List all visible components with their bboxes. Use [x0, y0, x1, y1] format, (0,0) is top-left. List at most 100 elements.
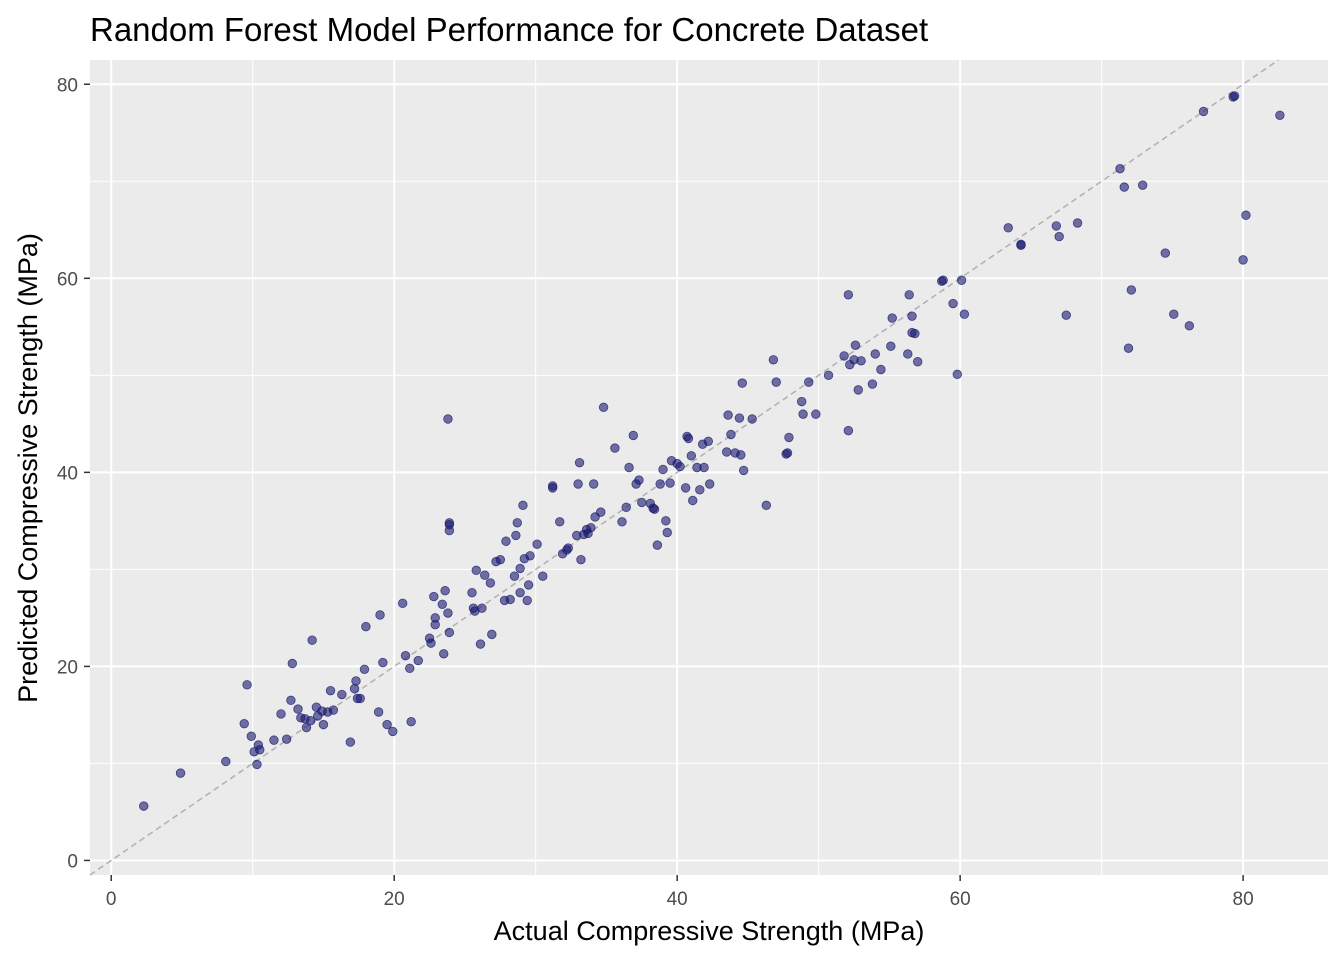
data-point — [680, 483, 691, 493]
data-point — [532, 539, 542, 549]
data-point — [1115, 163, 1125, 174]
y-tick-label: 60 — [57, 269, 78, 290]
data-point — [1198, 106, 1209, 117]
data-point — [239, 718, 249, 729]
data-point — [1275, 110, 1285, 121]
data-point — [588, 479, 599, 489]
data-point — [307, 635, 317, 645]
data-point — [637, 497, 647, 508]
data-point — [634, 475, 644, 485]
data-point — [512, 518, 522, 528]
data-point — [959, 309, 970, 319]
data-point — [439, 649, 449, 659]
data-point — [903, 349, 913, 359]
data-point — [337, 689, 347, 700]
data-point — [703, 436, 713, 447]
data-point — [1016, 239, 1026, 250]
data-point — [843, 425, 854, 436]
data-point — [328, 705, 339, 715]
data-point — [658, 464, 668, 475]
data-point — [843, 290, 854, 300]
data-point — [501, 536, 511, 546]
data-point — [495, 554, 506, 565]
data-point — [400, 651, 411, 661]
data-point — [406, 717, 416, 727]
data-point — [252, 759, 262, 770]
data-point — [886, 341, 896, 351]
data-point — [598, 402, 609, 413]
data-point — [573, 479, 583, 489]
data-point — [1241, 210, 1251, 220]
data-point — [1003, 223, 1013, 233]
data-point — [405, 663, 415, 674]
data-point — [287, 658, 298, 669]
data-point — [349, 684, 360, 694]
data-point — [563, 543, 573, 553]
data-point — [610, 443, 620, 453]
data-point — [699, 462, 709, 473]
data-point — [429, 591, 439, 602]
data-point — [662, 527, 672, 538]
data-point — [471, 565, 481, 576]
data-point — [1119, 182, 1129, 192]
data-point — [870, 349, 880, 359]
data-point — [1169, 309, 1179, 319]
data-point — [686, 451, 697, 461]
data-point — [576, 554, 586, 565]
data-point — [721, 447, 732, 457]
x-tick-label: 60 — [950, 889, 971, 910]
data-point — [522, 595, 532, 606]
data-point — [477, 603, 487, 613]
data-point — [375, 610, 385, 620]
data-point — [948, 298, 958, 309]
data-point — [782, 448, 793, 458]
data-point — [904, 290, 914, 300]
chart-title: Random Forest Model Performance for Conc… — [90, 11, 928, 48]
data-point — [624, 462, 634, 473]
data-point — [1160, 248, 1170, 258]
data-point — [1184, 321, 1195, 331]
data-point — [413, 655, 423, 666]
data-point — [378, 657, 388, 668]
data-point — [509, 571, 520, 581]
data-point — [345, 737, 356, 747]
data-point — [430, 613, 440, 623]
data-point — [867, 379, 878, 389]
data-point — [485, 578, 496, 588]
data-point — [487, 629, 497, 640]
data-point — [695, 485, 705, 495]
data-point — [688, 495, 698, 506]
data-point — [325, 685, 336, 696]
data-point — [467, 587, 477, 598]
data-point — [938, 275, 948, 285]
data-point — [255, 745, 265, 755]
data-point — [281, 734, 292, 744]
data-point — [373, 707, 384, 717]
data-point — [242, 680, 252, 690]
data-point — [574, 457, 585, 468]
data-point — [301, 722, 312, 733]
data-point — [139, 801, 149, 811]
data-point — [811, 409, 821, 419]
data-point — [525, 551, 535, 561]
data-point — [355, 693, 365, 704]
data-point — [910, 328, 920, 339]
y-axis-title: Predicted Compressive Strength (MPa) — [13, 233, 43, 703]
data-point — [850, 340, 861, 350]
data-point — [736, 450, 746, 460]
data-point — [276, 709, 286, 719]
data-point — [1126, 285, 1137, 295]
x-axis: 0 20 40 60 80 — [106, 875, 1254, 910]
data-point — [784, 432, 794, 443]
data-point — [1054, 231, 1064, 242]
x-axis-title: Actual Compressive Strength (MPa) — [494, 916, 925, 946]
data-point — [1238, 255, 1248, 265]
data-point — [823, 370, 834, 381]
x-tick-label: 20 — [384, 889, 405, 910]
data-point — [306, 716, 316, 726]
data-point — [586, 522, 596, 533]
y-tick-label: 80 — [57, 75, 78, 96]
data-point — [596, 507, 606, 517]
data-point — [839, 351, 849, 361]
